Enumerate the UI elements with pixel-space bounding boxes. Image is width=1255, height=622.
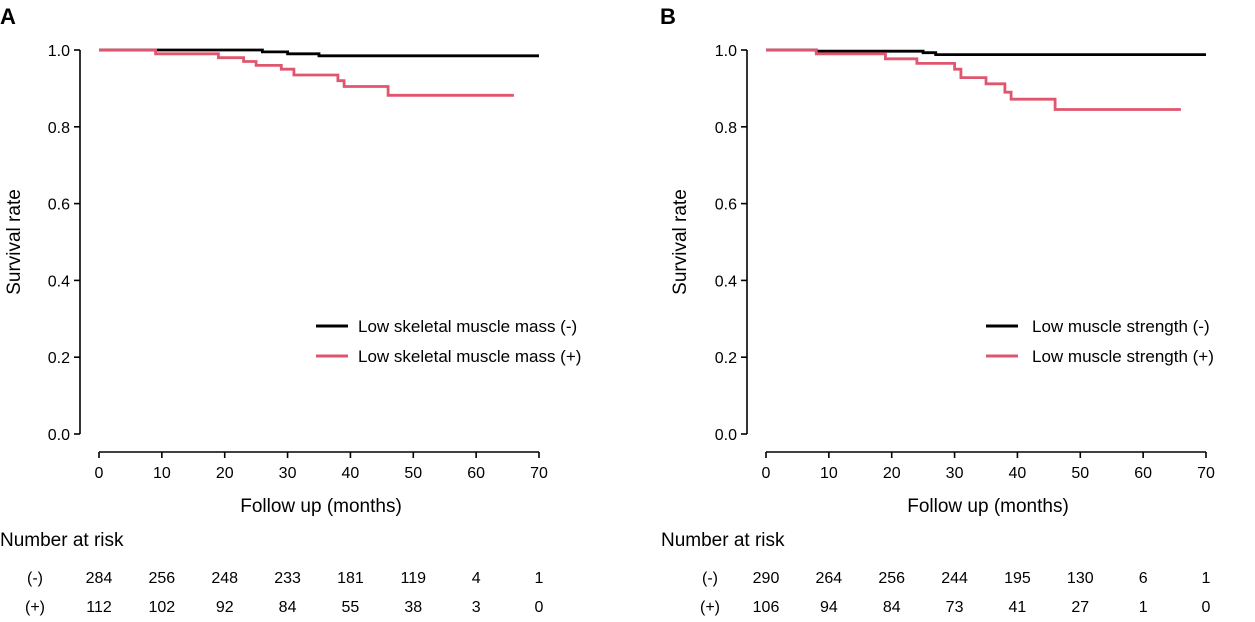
- x-tick-label: 70: [530, 465, 548, 482]
- y-tick-label: 0.4: [715, 273, 737, 290]
- x-axis-title: Follow up (months): [240, 496, 402, 517]
- x-tick-label: 60: [1134, 465, 1152, 482]
- y-axis-title: Survival rate: [4, 189, 25, 295]
- risk-value: 248: [211, 570, 238, 587]
- risk-value: 0: [535, 599, 544, 616]
- risk-value: 106: [753, 599, 780, 616]
- risk-row-label: (+): [700, 599, 720, 616]
- risk-value: 38: [404, 599, 422, 616]
- y-tick-label: 0.6: [48, 197, 70, 214]
- x-tick-label: 50: [1071, 465, 1089, 482]
- legend-label: Low muscle strength (+): [1032, 347, 1214, 366]
- legend-label: Low skeletal muscle mass (-): [358, 317, 577, 336]
- risk-value: 119: [401, 570, 427, 587]
- y-tick-label: 0.4: [48, 273, 70, 290]
- risk-value: 284: [86, 570, 113, 587]
- panel-label: A: [0, 4, 16, 29]
- y-axis-title: Survival rate: [670, 189, 691, 295]
- risk-value: 1: [535, 570, 544, 587]
- risk-value: 4: [472, 570, 481, 587]
- x-tick-label: 40: [342, 465, 360, 482]
- risk-row-label: (-): [702, 570, 718, 587]
- legend-label: Low muscle strength (-): [1032, 317, 1210, 336]
- risk-value: 27: [1071, 599, 1089, 616]
- risk-value: 256: [149, 570, 176, 587]
- y-tick-label: 0.6: [715, 197, 737, 214]
- risk-value: 3: [472, 599, 481, 616]
- y-tick-label: 1.0: [715, 43, 737, 60]
- x-tick-label: 20: [216, 465, 234, 482]
- x-axis-title: Follow up (months): [907, 496, 1069, 517]
- y-tick-label: 0.2: [48, 350, 70, 367]
- risk-row-label: (-): [27, 570, 43, 587]
- y-tick-label: 0.0: [715, 427, 737, 444]
- y-tick-label: 0.8: [715, 120, 737, 137]
- risk-value: 84: [883, 599, 901, 616]
- risk-row-label: (+): [25, 599, 45, 616]
- risk-value: 256: [878, 570, 905, 587]
- risk-value: 1: [1202, 570, 1211, 587]
- risk-value: 94: [820, 599, 838, 616]
- risk-value: 244: [941, 570, 968, 587]
- x-tick-label: 60: [467, 465, 485, 482]
- risk-value: 290: [753, 570, 780, 587]
- x-tick-label: 10: [153, 465, 171, 482]
- y-tick-label: 0.8: [48, 120, 70, 137]
- risk-value: 102: [149, 599, 176, 616]
- panel-label: B: [660, 4, 676, 29]
- risk-value: 55: [342, 599, 360, 616]
- series-line-positive: [99, 48, 514, 97]
- risk-value: 73: [946, 599, 964, 616]
- legend-label: Low skeletal muscle mass (+): [358, 347, 581, 366]
- x-tick-label: 30: [946, 465, 964, 482]
- y-tick-label: 1.0: [48, 43, 70, 60]
- x-tick-label: 0: [762, 465, 771, 482]
- risk-value: 112: [86, 599, 112, 616]
- x-tick-label: 30: [279, 465, 297, 482]
- x-tick-label: 10: [820, 465, 838, 482]
- risk-value: 84: [279, 599, 297, 616]
- x-tick-label: 70: [1197, 465, 1215, 482]
- risk-value: 0: [1202, 599, 1211, 616]
- risk-value: 195: [1004, 570, 1031, 587]
- risk-value: 6: [1139, 570, 1148, 587]
- y-tick-label: 0.0: [48, 427, 70, 444]
- risk-value: 233: [274, 570, 301, 587]
- x-tick-label: 40: [1009, 465, 1027, 482]
- series-line-positive: [766, 48, 1181, 111]
- risk-value: 41: [1009, 599, 1027, 616]
- panel-b: B0.00.20.40.60.81.00 10 20 30 40 50 60 70Follow…: [660, 4, 1215, 616]
- risk-value: 92: [216, 599, 234, 616]
- risk-value: 130: [1067, 570, 1094, 587]
- series-line-negative: [99, 48, 539, 58]
- y-tick-label: 0.2: [715, 350, 737, 367]
- risk-table-title: Number at risk: [661, 530, 785, 551]
- x-tick-label: 50: [404, 465, 422, 482]
- x-tick-label: 0: [95, 465, 104, 482]
- risk-value: 264: [816, 570, 843, 587]
- risk-value: 181: [337, 570, 364, 587]
- x-tick-label: 20: [883, 465, 901, 482]
- risk-value: 1: [1139, 599, 1148, 616]
- panel-a: A0.00.20.40.60.81.00 10 20 30 40 50 60 70Follow…: [0, 4, 581, 616]
- risk-table-title: Number at risk: [0, 530, 124, 551]
